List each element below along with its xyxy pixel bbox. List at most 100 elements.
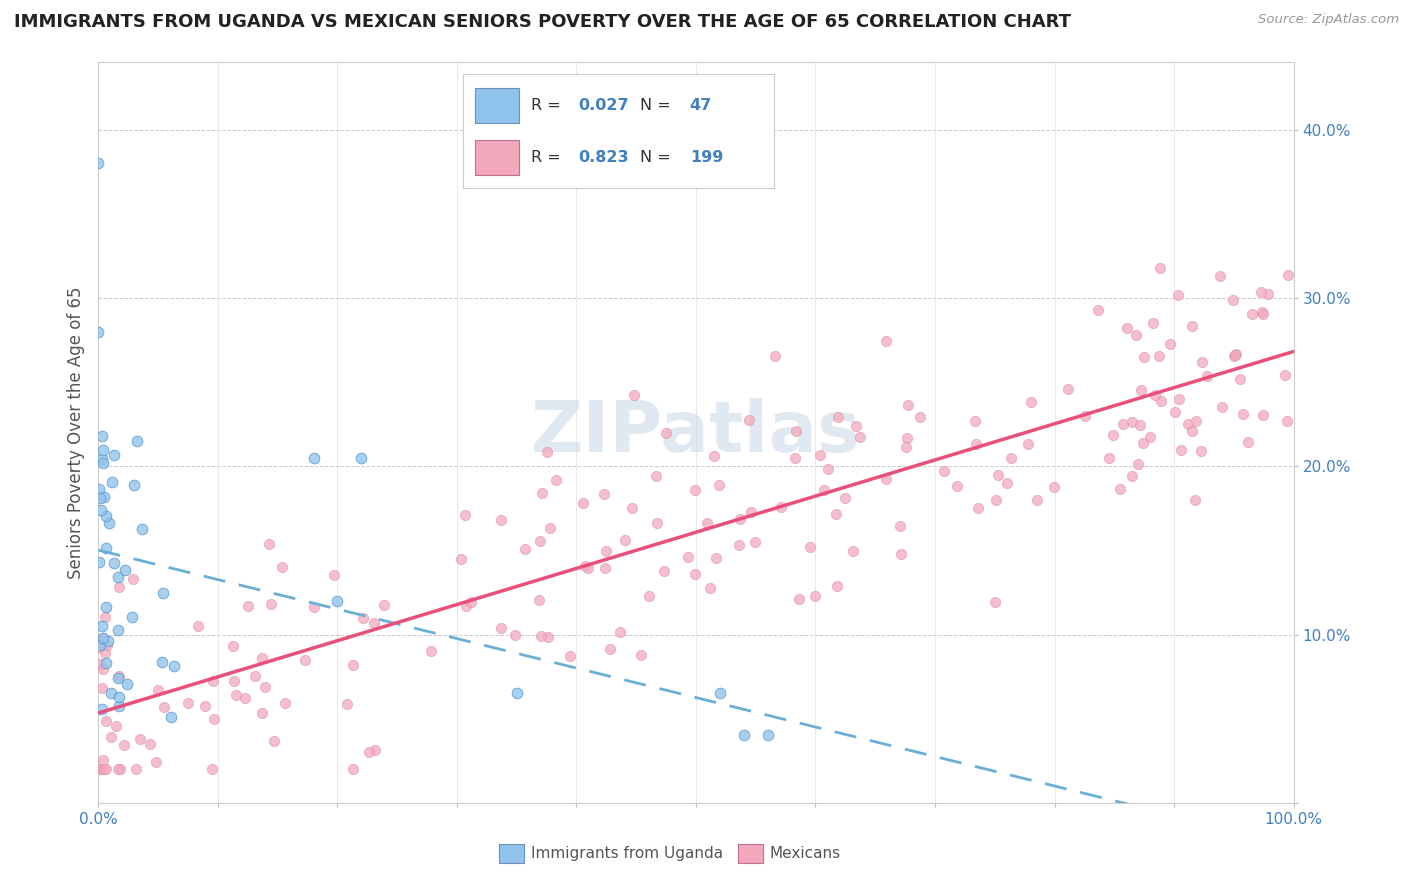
Point	[1250, 285, 1272, 299]
Point	[110, 762, 132, 776]
Point	[995, 476, 1018, 491]
Point	[1126, 457, 1149, 471]
Point	[875, 334, 897, 348]
Point	[150, 655, 173, 669]
Point	[100, 686, 122, 700]
Point	[89, 657, 111, 671]
Point	[699, 581, 721, 595]
Point	[537, 630, 560, 644]
Point	[1167, 392, 1189, 407]
Point	[163, 658, 186, 673]
Point	[530, 629, 553, 643]
Point	[1181, 424, 1204, 438]
Point	[1147, 349, 1170, 363]
Point	[1073, 409, 1095, 424]
Point	[1132, 435, 1154, 450]
Point	[803, 589, 825, 603]
Point	[263, 734, 285, 748]
Point	[489, 513, 512, 527]
Point	[827, 409, 849, 424]
Point	[87, 555, 110, 569]
Point	[595, 544, 617, 558]
Point	[513, 541, 536, 556]
Point	[1056, 382, 1078, 396]
Point	[529, 534, 551, 549]
Point	[121, 572, 143, 586]
Point	[1277, 268, 1299, 282]
Point	[460, 595, 482, 609]
Point	[1222, 293, 1244, 307]
Point	[373, 598, 395, 612]
Point	[630, 648, 652, 662]
Point	[121, 609, 143, 624]
Point	[107, 623, 129, 637]
Point	[342, 658, 364, 673]
Point	[1000, 451, 1022, 466]
Point	[1167, 288, 1189, 302]
Point	[114, 563, 136, 577]
Point	[787, 591, 810, 606]
Point	[1043, 480, 1066, 494]
Point	[107, 671, 129, 685]
Point	[1121, 415, 1143, 429]
Point	[623, 388, 645, 402]
Point	[1170, 442, 1192, 457]
Point	[97, 634, 120, 648]
Point	[1277, 414, 1299, 428]
Text: ZIPatlas: ZIPatlas	[531, 398, 860, 467]
Text: Mexicans: Mexicans	[769, 847, 841, 861]
Point	[576, 561, 599, 575]
Point	[146, 683, 169, 698]
Point	[350, 450, 373, 465]
Point	[744, 534, 766, 549]
Point	[676, 549, 699, 564]
Point	[90, 762, 112, 776]
Point	[683, 483, 706, 498]
Point	[128, 731, 150, 746]
Point	[704, 551, 727, 566]
Point	[896, 431, 918, 445]
Point	[274, 696, 297, 710]
Point	[645, 468, 668, 483]
Point	[96, 541, 118, 555]
Point	[638, 589, 661, 603]
Point	[194, 698, 217, 713]
Point	[1129, 418, 1152, 433]
Point	[187, 619, 209, 633]
Point	[450, 552, 472, 566]
Point	[966, 437, 988, 451]
Text: Immigrants from Uganda: Immigrants from Uganda	[531, 847, 724, 861]
Point	[527, 592, 550, 607]
Point	[91, 661, 114, 675]
Point	[593, 560, 616, 574]
Point	[342, 762, 364, 776]
Point	[889, 518, 911, 533]
Point	[1189, 443, 1212, 458]
Point	[1142, 316, 1164, 330]
Point	[1191, 355, 1213, 369]
Point	[1237, 434, 1260, 449]
Point	[1159, 336, 1181, 351]
Point	[1149, 260, 1171, 275]
Point	[89, 762, 111, 776]
Point	[93, 631, 115, 645]
Point	[160, 710, 183, 724]
Point	[107, 580, 129, 594]
Point	[107, 570, 129, 584]
Point	[1229, 372, 1251, 386]
Point	[89, 638, 111, 652]
Point	[152, 699, 174, 714]
Point	[363, 616, 385, 631]
Point	[1223, 349, 1246, 363]
Point	[813, 483, 835, 497]
Point	[1177, 417, 1199, 431]
Point	[1209, 269, 1232, 284]
Point	[910, 409, 932, 424]
Point	[703, 449, 725, 463]
Point	[89, 491, 111, 505]
Point	[335, 697, 357, 711]
Point	[93, 646, 115, 660]
Point	[1185, 414, 1208, 428]
Point	[90, 503, 112, 517]
Point	[107, 762, 129, 776]
